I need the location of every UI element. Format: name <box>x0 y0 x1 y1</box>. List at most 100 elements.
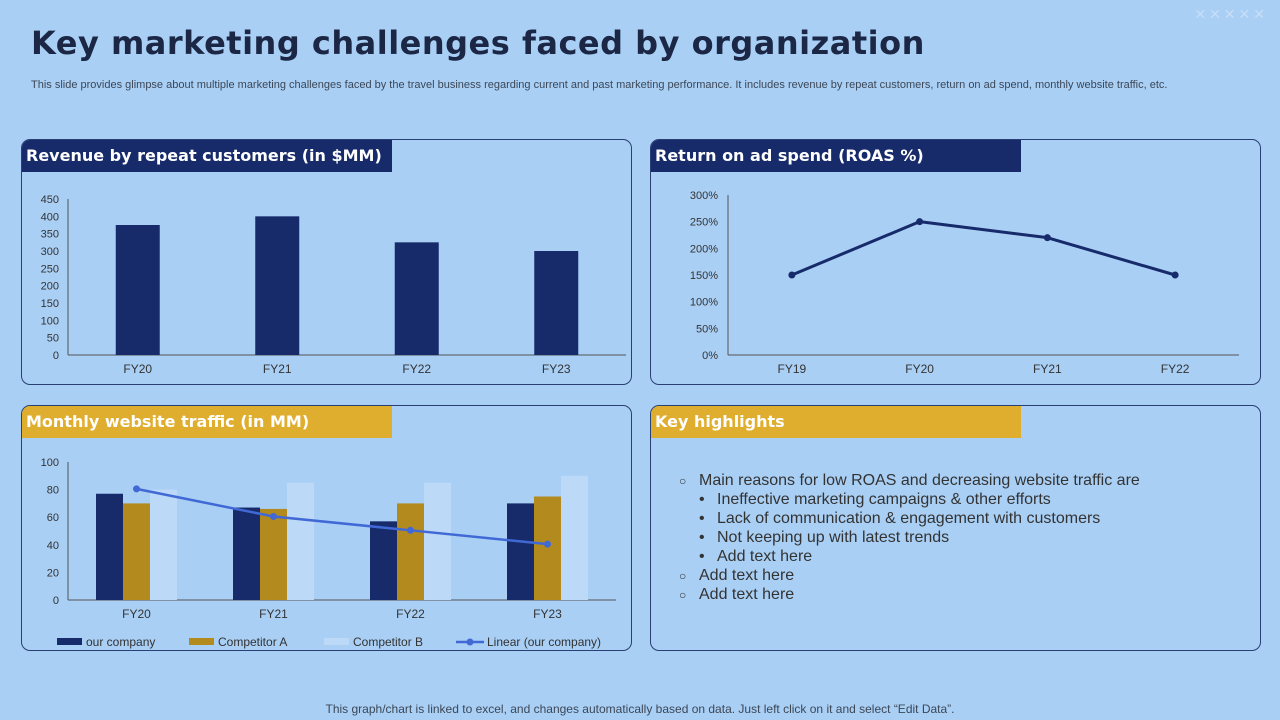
highlight-subtext: Lack of communication & engagement with … <box>717 510 1101 527</box>
highlight-subitem: • Lack of communication & engagement wit… <box>679 509 1140 528</box>
circle-bullet-icon: ○ <box>679 588 687 602</box>
y-tick-label: 350 <box>41 229 59 241</box>
trend-point <box>133 485 140 493</box>
y-tick-label: 300 <box>41 246 59 258</box>
y-tick-label: 100 <box>41 457 59 469</box>
highlight-item: ○ Add text here <box>679 566 1140 585</box>
page-title: Key marketing challenges faced by organi… <box>31 24 925 62</box>
x-tick-label: FY21 <box>1033 362 1062 376</box>
footnote: This graph/chart is linked to excel, and… <box>325 702 955 716</box>
highlight-item: ○ Add text here <box>679 585 1140 604</box>
y-tick-label: 0% <box>702 350 718 362</box>
highlight-text: Main reasons for low ROAS and decreasing… <box>699 472 1140 489</box>
traffic-bar-0 <box>96 493 123 600</box>
revenue-bar <box>115 225 160 355</box>
highlight-text: Add text here <box>699 586 795 603</box>
trend-point <box>407 526 414 534</box>
traffic-bar-2 <box>287 482 314 600</box>
traffic-panel: Monthly website traffic (in MM) 0 20 40 60 8… <box>21 405 632 651</box>
y-tick-label: 300% <box>690 190 718 202</box>
decorative-marks: ✕✕✕✕✕ <box>1194 6 1268 22</box>
highlight-subitem: • Add text here <box>679 547 1140 566</box>
x-tick-label: FY20 <box>122 607 151 621</box>
legend-swatch <box>189 638 214 645</box>
highlights-panel-title: Key highlights <box>651 406 1021 438</box>
revenue-panel-title: Revenue by repeat customers (in $MM) <box>22 140 392 172</box>
revenue-panel: Revenue by repeat customers (in $MM) 0 50… <box>21 139 632 385</box>
y-tick-label: 50% <box>696 323 718 335</box>
roas-chart[interactable]: 0% 50% 100% 150% 200% 250% 300% FY19 FY20 FY21 FY2… <box>651 140 1260 384</box>
highlights-list: ○ Main reasons for low ROAS and decreasi… <box>679 471 1140 604</box>
circle-bullet-icon: ○ <box>679 569 687 583</box>
highlights-panel: Key highlights ○ Main reasons for low RO… <box>650 405 1261 651</box>
y-tick-label: 0 <box>53 350 59 362</box>
legend-label: our company <box>86 635 155 649</box>
highlight-subtext: Ineffective marketing campaigns & other … <box>717 491 1051 508</box>
traffic-bar-2 <box>150 489 177 600</box>
legend-label: Linear (our company) <box>487 635 601 649</box>
x-tick-label: FY23 <box>542 362 571 376</box>
circle-bullet-icon: ○ <box>679 474 687 488</box>
y-tick-label: 60 <box>47 512 59 524</box>
legend-label: Competitor B <box>353 635 423 649</box>
legend-label: Competitor A <box>218 635 287 649</box>
highlight-text: Add text here <box>699 567 795 584</box>
roas-point <box>788 271 796 279</box>
y-tick-label: 100% <box>690 297 718 309</box>
y-tick-label: 20 <box>47 567 59 579</box>
highlight-subitem: • Ineffective marketing campaigns & othe… <box>679 490 1140 509</box>
traffic-bar-1 <box>534 496 561 600</box>
y-tick-label: 200 <box>41 281 59 293</box>
traffic-bar-2 <box>561 475 588 600</box>
legend-swatch <box>57 638 82 645</box>
x-tick-label: FY22 <box>1161 362 1190 376</box>
traffic-bar-0 <box>507 503 534 600</box>
y-tick-label: 0 <box>53 595 59 607</box>
roas-point <box>1043 234 1051 242</box>
highlight-item: ○ Main reasons for low ROAS and decreasi… <box>679 471 1140 490</box>
x-tick-label: FY23 <box>533 607 562 621</box>
y-tick-label: 150 <box>41 298 59 310</box>
roas-panel: Return on ad spend (ROAS %) 0% 50% 100% 150… <box>650 139 1261 385</box>
legend-swatch <box>324 638 349 645</box>
highlight-subtext: Not keeping up with latest trends <box>717 529 950 546</box>
traffic-panel-title: Monthly website traffic (in MM) <box>22 406 392 438</box>
y-tick-label: 200% <box>690 243 718 255</box>
dot-bullet-icon: • <box>699 548 705 565</box>
revenue-chart[interactable]: 0 50 100 150 200 250 300 350 400 450 FY20 FY21 FY22 F… <box>22 140 631 384</box>
y-tick-label: 40 <box>47 540 59 552</box>
traffic-chart[interactable]: 0 20 40 60 80 100 FY20 FY21 FY22 FY23 our company C… <box>22 406 631 650</box>
y-tick-label: 80 <box>47 485 59 497</box>
trend-point <box>270 513 277 521</box>
traffic-bar-1 <box>123 503 150 600</box>
y-tick-label: 250 <box>41 263 59 275</box>
x-tick-label: FY22 <box>402 362 431 376</box>
x-tick-label: FY21 <box>259 607 288 621</box>
trend-point <box>544 540 551 548</box>
y-tick-label: 150% <box>690 270 718 282</box>
roas-panel-title: Return on ad spend (ROAS %) <box>651 140 1021 172</box>
highlight-subitem: • Not keeping up with latest trends <box>679 528 1140 547</box>
x-tick-label: FY19 <box>778 362 807 376</box>
traffic-bar-1 <box>260 508 287 600</box>
highlight-subtext: Add text here <box>717 548 813 565</box>
traffic-bar-0 <box>233 507 260 600</box>
revenue-bar <box>394 242 439 355</box>
y-tick-label: 400 <box>41 211 59 223</box>
roas-point <box>1171 271 1179 279</box>
revenue-bar <box>255 216 300 355</box>
roas-line <box>791 220 1176 277</box>
y-tick-label: 50 <box>47 333 59 345</box>
revenue-bar <box>534 251 579 355</box>
y-tick-label: 250% <box>690 217 718 229</box>
roas-point <box>916 218 924 226</box>
x-tick-label: FY20 <box>905 362 934 376</box>
page-subtitle: This slide provides glimpse about multip… <box>31 79 1168 91</box>
dot-bullet-icon: • <box>699 529 705 546</box>
x-tick-label: FY21 <box>263 362 292 376</box>
dot-bullet-icon: • <box>699 491 705 508</box>
legend-marker <box>466 638 474 646</box>
x-tick-label: FY22 <box>396 607 425 621</box>
traffic-bar-0 <box>370 521 397 600</box>
dot-bullet-icon: • <box>699 510 705 527</box>
